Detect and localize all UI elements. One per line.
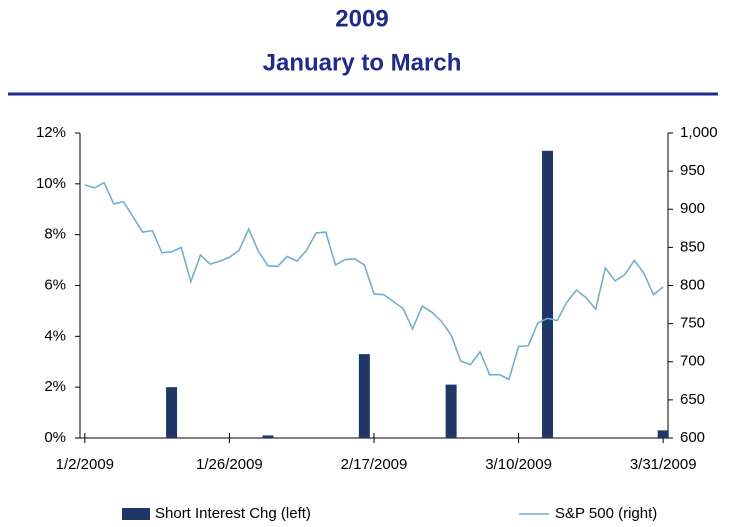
y2-tick-label: 950 [680,162,705,179]
bar [657,430,669,438]
x-tick-label: 1/26/2009 [196,456,263,473]
chart-subtitle: January to March [263,49,462,76]
y2-tick-label: 900 [680,200,705,217]
y2-tick-label: 1,000 [680,124,718,141]
legend-label: S&P 500 (right) [555,505,657,522]
y2-tick-label: 850 [680,238,705,255]
y-tick-label: 4% [44,327,66,344]
y-tick-label: 6% [44,276,66,293]
y-tick-label: 10% [36,175,66,192]
bar [445,384,457,438]
x-tick-label: 1/2/2009 [56,456,114,473]
y-tick-label: 12% [36,124,66,141]
bar [358,354,370,438]
legend-label: Short Interest Chg (left) [155,505,311,522]
bar [542,150,554,438]
y2-tick-label: 650 [680,391,705,408]
line [84,181,664,381]
x-tick-label: 3/10/2009 [485,456,552,473]
y-tick-label: 0% [44,429,66,446]
y2-tick-label: 700 [680,353,705,370]
chart-title: 2009 [335,5,388,32]
bar [166,387,178,438]
y-tick-label: 2% [44,378,66,395]
y2-tick-label: 750 [680,315,705,332]
bar [262,435,274,438]
x-tick-label: 3/31/2009 [630,456,697,473]
x-tick-label: 2/17/2009 [341,456,408,473]
y2-tick-label: 600 [680,429,705,446]
legend-swatch [122,508,150,520]
y-tick-label: 8% [44,226,66,243]
y2-tick-label: 800 [680,276,705,293]
